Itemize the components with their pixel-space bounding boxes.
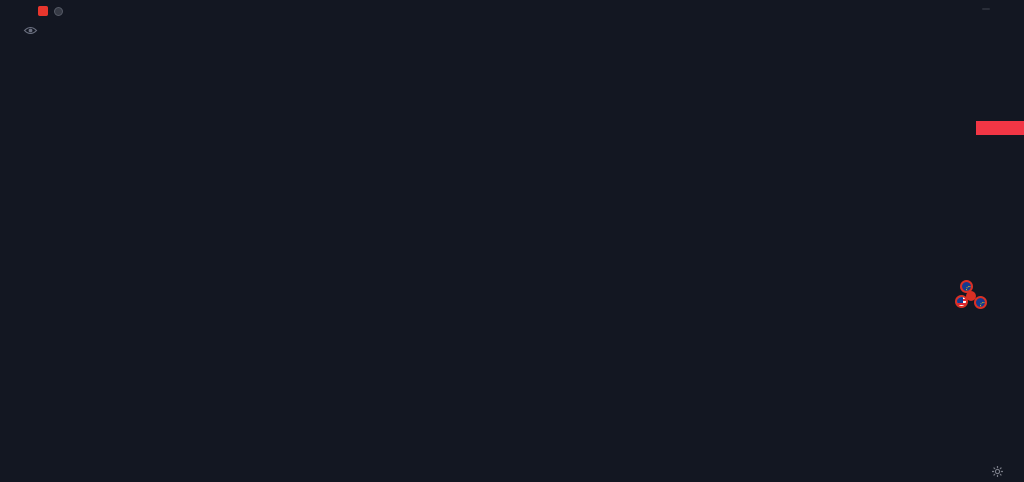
market-status-icon	[54, 6, 63, 16]
last-price-badge	[976, 121, 1024, 135]
currency-badge[interactable]	[982, 8, 990, 10]
fxcm-logo-icon	[38, 6, 48, 16]
flag-count-badge	[966, 291, 976, 301]
us-flag-icon[interactable]	[955, 295, 968, 308]
visibility-eye-icon[interactable]	[23, 25, 38, 36]
timescale-settings-gear-icon[interactable]	[991, 465, 1004, 482]
indicator-legend-vpvr[interactable]	[8, 25, 38, 36]
eu-flag-icon[interactable]	[974, 296, 987, 309]
symbol-legend[interactable]	[8, 6, 117, 16]
currency-flags-cluster[interactable]	[948, 279, 996, 313]
